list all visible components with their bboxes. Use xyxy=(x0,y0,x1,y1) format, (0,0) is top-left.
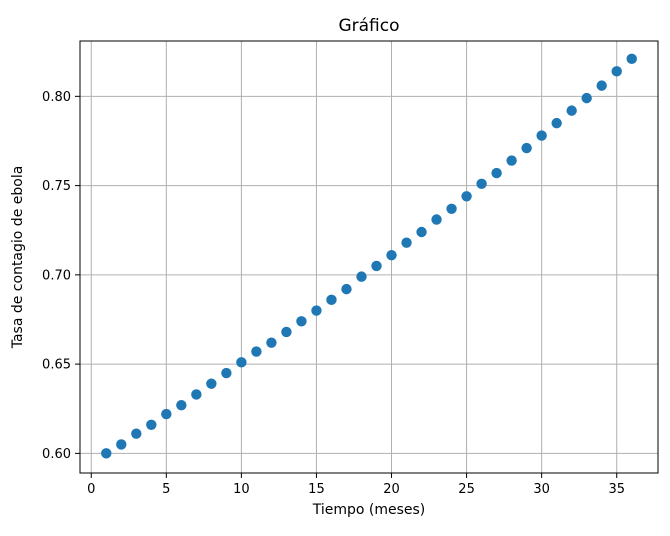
data-point xyxy=(311,305,322,316)
data-point xyxy=(251,346,262,357)
data-point xyxy=(176,399,187,411)
data-point xyxy=(476,178,487,190)
data-point xyxy=(191,389,202,400)
data-point xyxy=(341,283,352,295)
data-point xyxy=(221,367,232,379)
x-tick-label: 20 xyxy=(383,482,400,497)
data-point xyxy=(551,117,562,129)
y-tick-label: 0.65 xyxy=(42,358,71,373)
data-point xyxy=(491,167,502,179)
axis-ticks: 0 5 10 15 20 25 30 35 0.60 0.65 0.70 0.75 0.80 xyxy=(42,90,625,497)
x-tick-label: 0 xyxy=(87,482,95,497)
x-tick-label: 10 xyxy=(233,482,250,497)
data-point xyxy=(566,105,577,116)
data-point xyxy=(356,271,367,282)
chart-title: Gráfico xyxy=(338,16,399,36)
data-point xyxy=(266,337,277,348)
y-tick-label: 0.60 xyxy=(42,447,71,462)
x-axis-label: Tiempo (meses) xyxy=(312,502,426,518)
data-point xyxy=(101,448,112,459)
data-point xyxy=(236,357,247,368)
data-point xyxy=(461,191,472,202)
y-axis-label: Tasa de contagio de ebola xyxy=(10,166,26,350)
x-tick-label: 25 xyxy=(458,482,475,497)
data-point xyxy=(611,66,622,77)
data-point xyxy=(296,316,307,327)
data-point xyxy=(626,53,637,65)
plot-frame xyxy=(79,40,659,474)
data-point xyxy=(386,250,397,261)
x-tick-label: 35 xyxy=(608,482,625,497)
data-point xyxy=(521,142,532,154)
x-tick-label: 30 xyxy=(533,482,550,497)
data-point xyxy=(431,214,442,225)
data-point xyxy=(536,130,547,141)
x-tick-label: 15 xyxy=(308,482,325,497)
data-point xyxy=(596,80,607,91)
data-point xyxy=(371,260,382,272)
data-points xyxy=(101,53,637,459)
data-point xyxy=(506,155,517,166)
data-point xyxy=(326,294,337,306)
data-point xyxy=(401,237,412,248)
data-point xyxy=(416,226,427,238)
y-tick-label: 0.80 xyxy=(42,90,71,105)
data-point xyxy=(146,419,157,431)
data-point xyxy=(446,203,457,215)
data-point xyxy=(581,92,592,104)
data-point xyxy=(161,408,172,420)
y-tick-label: 0.75 xyxy=(42,179,71,194)
data-point xyxy=(281,326,292,338)
data-point xyxy=(131,428,142,439)
data-point xyxy=(206,378,217,389)
y-tick-label: 0.70 xyxy=(42,268,71,283)
data-point xyxy=(116,439,127,450)
x-tick-label: 5 xyxy=(162,482,170,497)
